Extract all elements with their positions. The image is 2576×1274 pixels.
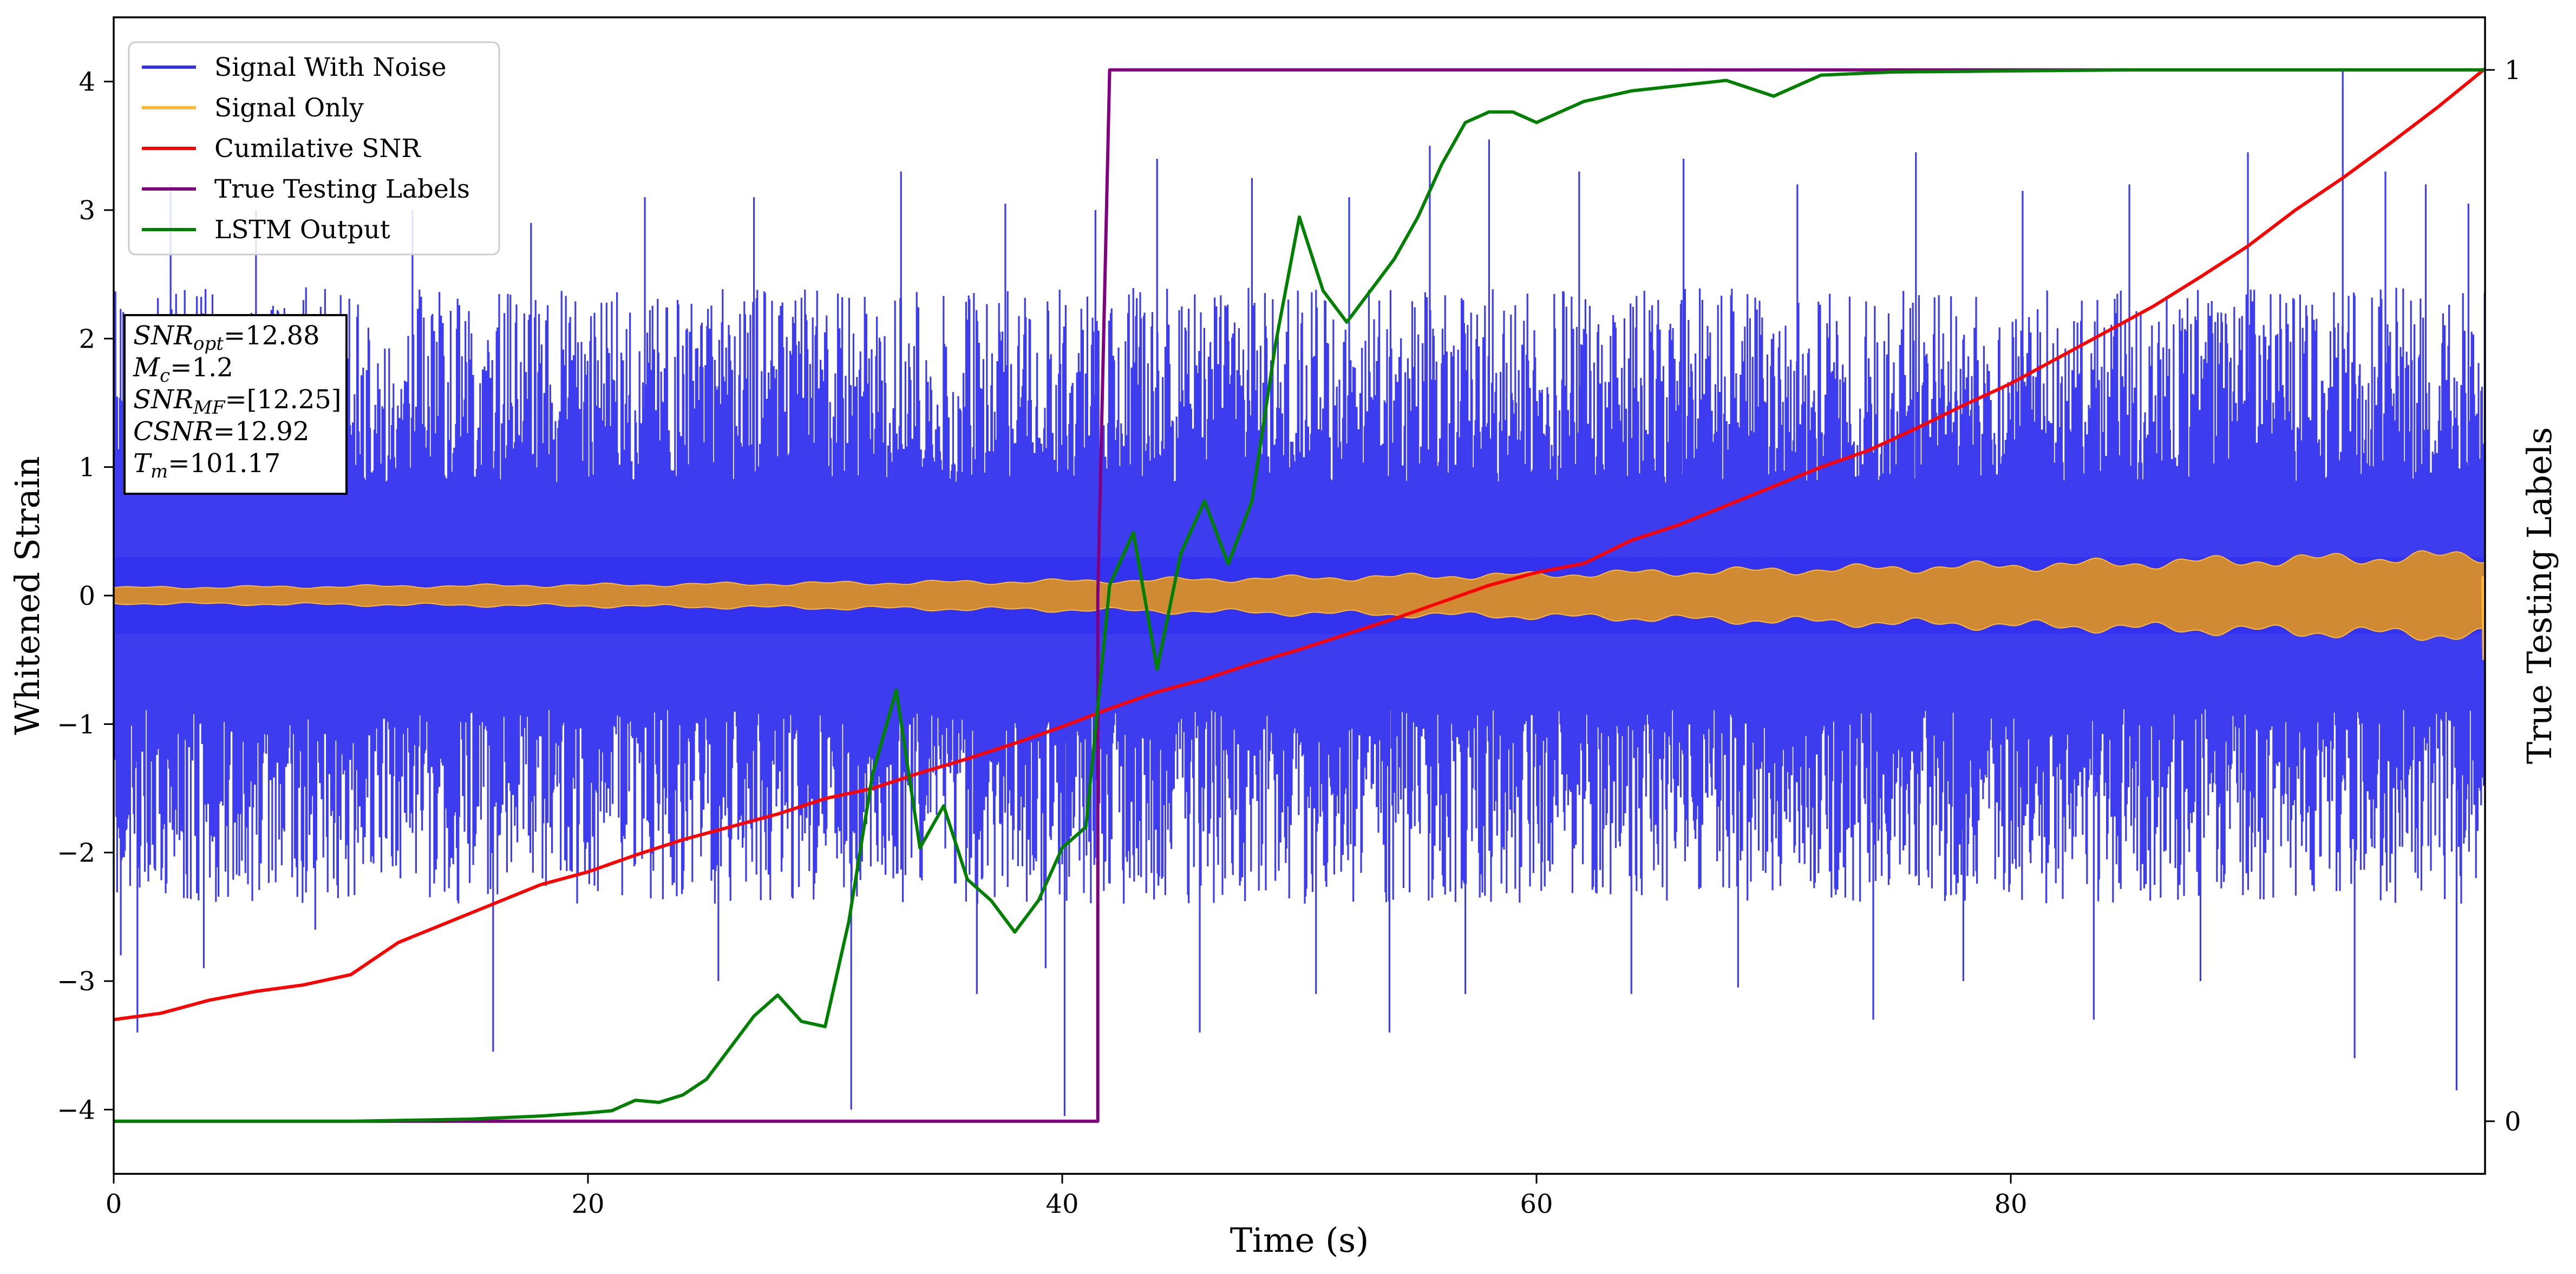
y-tick-label: 3	[79, 195, 95, 226]
x-axis-label: Time (s)	[1230, 1220, 1369, 1260]
x-tick-label: 20	[571, 1189, 604, 1219]
x-tick-label: 0	[106, 1189, 122, 1219]
signal-only-merger-spike	[2481, 576, 2485, 660]
y-tick-label: −1	[57, 709, 95, 740]
annotation-value: =12.92	[213, 416, 310, 447]
annotation-frame	[123, 314, 348, 495]
annotation-value: =12.88	[224, 321, 320, 351]
annotation-value: =1.2	[170, 352, 233, 383]
y-axis-label: Whitened Strain	[8, 456, 47, 735]
series-signal-only	[114, 550, 2485, 641]
parameter-annotation-box: SNRopt=12.88Mc=1.2SNRMF=[12.25]CSNR=12.9…	[123, 314, 348, 495]
y-tick-label: −2	[57, 838, 95, 868]
y-tick-label: 4	[79, 67, 95, 97]
right-y-tick-label: 0	[2505, 1107, 2521, 1137]
x-tick-label: 40	[1045, 1189, 1078, 1219]
plot-area	[114, 67, 2485, 1123]
annotation-line: Tm=101.17	[133, 448, 280, 482]
annotation-symbol: T	[133, 448, 152, 479]
annotation-symbol: SNR	[133, 321, 193, 351]
annotation-subscript: c	[160, 365, 170, 387]
annotation-line: SNRMF=[12.25]	[133, 384, 342, 419]
right-y-axis-label: True Testing Labels	[2520, 427, 2559, 765]
annotation-subscript: opt	[193, 333, 224, 355]
annotation-line: Mc=1.2	[133, 352, 233, 387]
legend: Signal With Noise Signal Only Cumilative S…	[128, 41, 500, 256]
series-lstm-output	[114, 68, 2485, 1123]
annotation-subscript: m	[151, 461, 168, 482]
x-tick-label: 60	[1520, 1189, 1553, 1219]
y-tick-label: 1	[79, 453, 95, 483]
legend-label: Signal Only	[214, 93, 364, 123]
y-tick-label: 2	[79, 324, 95, 354]
annotation-line: SNRopt=12.88	[133, 321, 320, 355]
legend-label: True Testing Labels	[214, 174, 470, 204]
legend-frame	[128, 41, 500, 256]
annotation-symbol: CSNR	[133, 416, 213, 447]
right-y-tick-label: 1	[2505, 55, 2521, 86]
legend-label: LSTM Output	[214, 215, 390, 245]
y-tick-label: −3	[57, 966, 95, 997]
annotation-symbol: SNR	[133, 384, 193, 415]
annotation-subscript: MF	[193, 397, 226, 419]
legend-label: Cumilative SNR	[214, 134, 421, 164]
series-group	[114, 67, 2485, 1123]
y-tick-label: −4	[57, 1095, 95, 1125]
annotation-value: =101.17	[168, 448, 280, 479]
x-tick-label: 80	[1994, 1189, 2027, 1219]
series-cumilative-snr	[114, 67, 2485, 1022]
y-tick-label: 0	[79, 581, 95, 611]
annotation-line: CSNR=12.92	[133, 416, 309, 447]
annotation-value: =[12.25]	[225, 384, 341, 415]
series-true-testing-labels	[114, 68, 2485, 1123]
legend-label: Signal With Noise	[214, 53, 447, 82]
annotation-symbol: M	[133, 352, 161, 383]
